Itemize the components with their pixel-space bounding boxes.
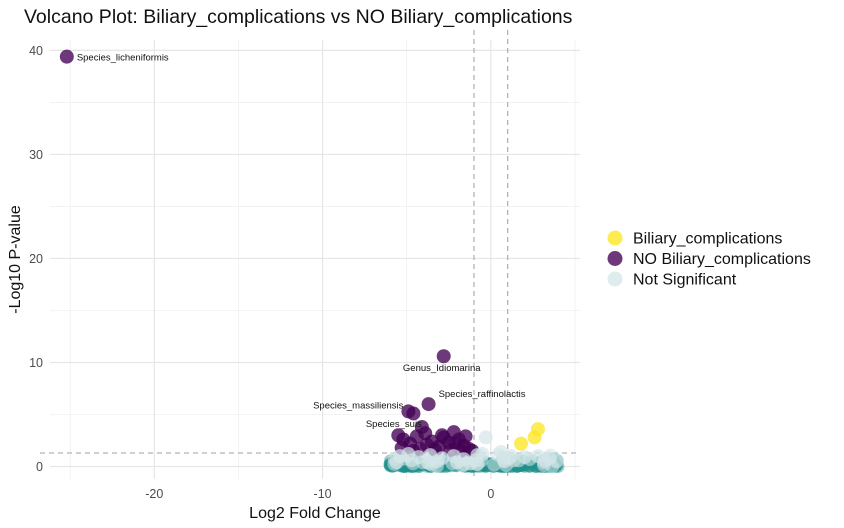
legend-label: NO Biliary_complications [633, 251, 811, 268]
data-points [59, 49, 564, 471]
data-point [436, 349, 451, 364]
legend-label: Not Significant [633, 272, 737, 289]
data-point [429, 454, 444, 469]
data-point [450, 455, 465, 470]
y-tick-label: 10 [29, 356, 43, 370]
x-axis-title: Log2 Fold Change [249, 505, 381, 522]
data-point [497, 454, 512, 469]
major-grid [50, 40, 580, 479]
data-point [478, 430, 493, 445]
y-tick-label: 30 [29, 148, 43, 162]
point-label: Species_massiliensis [313, 400, 404, 411]
x-tick-label: 0 [487, 487, 494, 501]
data-point [406, 406, 421, 421]
data-point [468, 453, 483, 468]
data-point [517, 450, 532, 465]
data-point [458, 429, 473, 444]
data-point [448, 436, 463, 451]
legend: Biliary_complications NO Biliary_complica… [607, 230, 811, 289]
legend-swatch [607, 251, 623, 266]
y-axis-title: -Log10 P-value [7, 205, 24, 314]
data-point [389, 455, 404, 470]
tick-labels: -20 -10 0 0 10 20 30 40 [29, 44, 494, 501]
data-point [514, 436, 529, 451]
minor-grid [50, 40, 580, 479]
data-point [530, 422, 545, 437]
data-point [59, 49, 74, 64]
y-tick-label: 0 [36, 460, 43, 474]
data-point [404, 453, 419, 468]
chart-title: Volcano Plot: Biliary_complications vs N… [24, 6, 573, 28]
x-tick-label: -20 [145, 487, 163, 501]
legend-swatch [607, 271, 623, 287]
point-label: Species_suis [366, 419, 422, 430]
data-point [549, 454, 564, 469]
data-point [537, 453, 552, 468]
y-tick-label: 20 [29, 252, 43, 266]
x-tick-label: -10 [314, 487, 332, 501]
data-point [421, 397, 436, 412]
threshold-lines [40, 30, 580, 479]
data-point [435, 428, 450, 443]
y-tick-label: 40 [29, 44, 43, 58]
legend-swatch [607, 230, 623, 246]
point-labels: Species_licheniformis Genus_Idiomarina Spe… [77, 53, 526, 430]
point-label: Genus_Idiomarina [403, 363, 481, 374]
point-label: Species_licheniformis [77, 53, 169, 64]
point-label: Species_raffinolactis [439, 389, 526, 400]
legend-label: Biliary_complications [633, 231, 782, 248]
